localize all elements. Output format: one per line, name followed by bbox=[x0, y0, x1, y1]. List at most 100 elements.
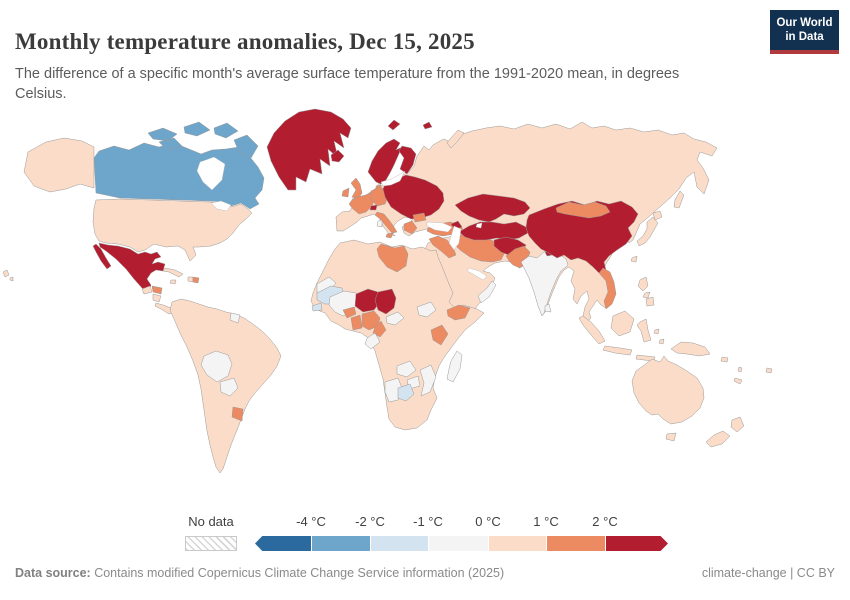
legend-band-below--4[interactable] bbox=[255, 536, 311, 551]
region-sulawesi[interactable] bbox=[636, 318, 652, 343]
region-sakhalin[interactable] bbox=[673, 190, 685, 209]
region-franz-josef-land[interactable] bbox=[422, 121, 433, 130]
region-alaska[interactable] bbox=[23, 137, 95, 193]
owid-logo-line2: in Data bbox=[785, 31, 824, 43]
region-solomon-islands[interactable] bbox=[720, 356, 729, 363]
legend-tick--2: -2 °C bbox=[355, 514, 385, 529]
region-paraguay[interactable] bbox=[219, 377, 239, 397]
region-greece[interactable] bbox=[403, 220, 418, 235]
region-dominican-republic[interactable] bbox=[192, 276, 200, 284]
region-haiti[interactable] bbox=[187, 276, 194, 283]
region-sumatra[interactable] bbox=[578, 315, 606, 345]
region-greenland[interactable] bbox=[266, 108, 352, 191]
region-ireland[interactable] bbox=[341, 187, 350, 198]
region-hokkaido[interactable] bbox=[652, 210, 663, 221]
region-svalbard[interactable] bbox=[387, 119, 401, 131]
region-sardinia[interactable] bbox=[376, 219, 383, 228]
region-iraq-syria[interactable] bbox=[428, 235, 457, 259]
region-india[interactable] bbox=[520, 248, 569, 317]
region-java[interactable] bbox=[602, 345, 633, 356]
region-central-african-republic[interactable] bbox=[385, 311, 405, 326]
region-china[interactable] bbox=[525, 200, 639, 275]
region-finland[interactable] bbox=[398, 145, 417, 175]
region-sicily[interactable] bbox=[385, 232, 394, 239]
region-ghana[interactable] bbox=[350, 314, 363, 331]
baltic-sea bbox=[380, 170, 406, 187]
region-philippines-mindanao[interactable] bbox=[645, 296, 655, 307]
region-hawaii[interactable] bbox=[2, 269, 14, 282]
page-title: Monthly temperature anomalies, Dec 15, 2… bbox=[15, 29, 475, 55]
region-taiwan[interactable] bbox=[630, 255, 638, 263]
region-moluccas-2[interactable] bbox=[658, 338, 665, 345]
legend-tick--4: -4 °C bbox=[296, 514, 326, 529]
region-vietnam[interactable] bbox=[598, 267, 617, 310]
region-zambia[interactable] bbox=[396, 360, 417, 378]
region-jamaica[interactable] bbox=[169, 279, 177, 285]
region-mexico[interactable] bbox=[98, 242, 166, 292]
region-sri-lanka[interactable] bbox=[544, 303, 552, 313]
region-tasmania[interactable] bbox=[665, 432, 677, 442]
region-nicaragua[interactable] bbox=[152, 293, 162, 303]
region-guyana[interactable] bbox=[229, 312, 241, 324]
region-new-zealand-south[interactable] bbox=[705, 430, 731, 448]
hudson-bay bbox=[196, 156, 226, 191]
region-botswana[interactable] bbox=[397, 383, 415, 402]
region-eastern-europe[interactable] bbox=[382, 174, 445, 220]
region-senegal[interactable] bbox=[311, 302, 323, 312]
legend-band--4--2[interactable] bbox=[312, 536, 370, 551]
region-new-guinea[interactable] bbox=[670, 341, 711, 357]
region-fiji[interactable] bbox=[765, 367, 773, 374]
license-note[interactable]: climate-change | CC BY bbox=[701, 566, 835, 580]
region-canada[interactable] bbox=[93, 142, 265, 210]
region-italy[interactable] bbox=[374, 211, 398, 234]
legend-color-bar bbox=[255, 536, 668, 551]
region-guatemala[interactable] bbox=[141, 285, 153, 295]
region-new-zealand-north[interactable] bbox=[730, 416, 745, 433]
region-philippines-luzon[interactable] bbox=[637, 276, 649, 292]
owid-logo[interactable]: Our World in Data bbox=[770, 10, 839, 54]
region-novaya-zemlya[interactable] bbox=[446, 129, 465, 149]
region-iceland[interactable] bbox=[330, 149, 345, 163]
region-vanuatu[interactable] bbox=[737, 366, 743, 373]
region-switzerland[interactable] bbox=[369, 204, 378, 211]
legend-band--2--1[interactable] bbox=[371, 536, 428, 551]
region-kenya[interactable] bbox=[430, 324, 449, 346]
region-moluccas[interactable] bbox=[653, 328, 660, 335]
region-mongolia[interactable] bbox=[555, 201, 611, 219]
owid-logo-line1: Our World bbox=[776, 16, 833, 29]
region-cameroon[interactable] bbox=[372, 320, 387, 338]
region-gabon-congo[interactable] bbox=[364, 332, 381, 350]
region-united-kingdom[interactable] bbox=[350, 177, 363, 200]
region-honduras[interactable] bbox=[151, 285, 163, 295]
region-australia[interactable] bbox=[631, 355, 705, 425]
region-baja-california[interactable] bbox=[92, 243, 112, 270]
region-yemen[interactable] bbox=[446, 304, 471, 321]
region-borneo[interactable] bbox=[610, 310, 635, 337]
legend-band-0-1[interactable] bbox=[489, 536, 546, 551]
region-kazakhstan[interactable] bbox=[454, 193, 531, 223]
region-mozambique[interactable] bbox=[419, 364, 437, 397]
legend-band-1-2[interactable] bbox=[547, 536, 605, 551]
legend-band--1-0[interactable] bbox=[429, 536, 488, 551]
region-uruguay[interactable] bbox=[231, 406, 244, 422]
region-oman[interactable] bbox=[477, 280, 497, 304]
region-new-caledonia[interactable] bbox=[733, 377, 743, 385]
region-bolivia[interactable] bbox=[200, 350, 233, 383]
region-canadian-arctic-islands[interactable] bbox=[147, 121, 259, 159]
region-japan[interactable] bbox=[636, 216, 659, 247]
region-libya[interactable] bbox=[376, 243, 409, 273]
region-burkina-faso[interactable] bbox=[342, 306, 357, 319]
legend-tick--1: -1 °C bbox=[413, 514, 443, 529]
region-bulgaria[interactable] bbox=[412, 212, 427, 223]
no-data-label: No data bbox=[188, 514, 234, 529]
region-africa-base[interactable] bbox=[310, 239, 485, 431]
no-data-swatch[interactable] bbox=[185, 536, 237, 551]
region-madagascar[interactable] bbox=[446, 350, 463, 383]
region-chad[interactable] bbox=[374, 288, 397, 315]
legend-tick-1: 1 °C bbox=[533, 514, 559, 529]
region-philippines-visayas[interactable] bbox=[642, 291, 651, 299]
legend-band-above-2[interactable] bbox=[606, 536, 668, 551]
region-cuba[interactable] bbox=[162, 267, 184, 278]
region-south-sudan[interactable] bbox=[416, 301, 437, 318]
